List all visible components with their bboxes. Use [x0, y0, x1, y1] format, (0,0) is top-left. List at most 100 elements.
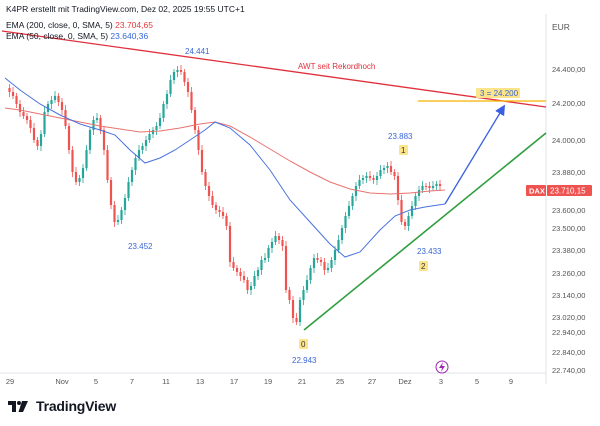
low-2-label: 23.433 [417, 247, 442, 256]
time-tick-label: 9 [509, 377, 513, 386]
candle [295, 313, 298, 325]
ema50-value: 23.640,36 [110, 31, 149, 41]
candle [176, 66, 179, 77]
candle [358, 175, 361, 189]
candle [15, 93, 18, 108]
candle [71, 146, 74, 177]
ema50-line [4, 77, 446, 258]
candle [179, 65, 183, 75]
price-tick-label: 23.140,00 [552, 291, 585, 300]
forecast-arrow [444, 104, 506, 205]
ema50-legend[interactable]: EMA (50, close, 0, SMA, 5) 23.640,36 [6, 31, 149, 41]
candle [330, 257, 333, 272]
time-axis[interactable]: 29 Nov 5 7 11 13 17 19 21 25 27 Dez 3 5 9 [6, 377, 513, 386]
support-line[interactable] [303, 132, 547, 331]
candles [8, 65, 442, 326]
candle [39, 130, 43, 151]
candle [393, 169, 396, 180]
time-tick-label: 25 [336, 377, 344, 386]
time-tick-label: 7 [130, 377, 134, 386]
price-tick-label: 23.020,00 [552, 313, 585, 322]
resistance-annotation: AWT seit Rekordhoch [298, 62, 375, 71]
candle [214, 202, 218, 214]
candle [123, 194, 127, 215]
candle [29, 116, 32, 133]
candle [379, 165, 382, 179]
time-tick-label: 5 [94, 377, 98, 386]
candle [424, 183, 428, 190]
candle [323, 258, 326, 275]
price-axis[interactable]: 24.400,00 24.200,00 24.000,00 23.880,00 23.6… [552, 65, 585, 375]
candle [319, 257, 323, 266]
time-tick-label: 19 [264, 377, 272, 386]
candle [165, 90, 169, 109]
wave-0-badge [299, 339, 308, 349]
candle [11, 87, 15, 99]
candle [386, 162, 389, 173]
time-tick-label: 3 [439, 377, 443, 386]
candle [253, 271, 256, 289]
candle [225, 213, 228, 230]
candle [400, 195, 403, 225]
candle [298, 297, 302, 326]
low-main-label: 22.943 [292, 356, 317, 365]
wave-0-label: 0 [301, 340, 306, 349]
time-tick-label: 5 [475, 377, 479, 386]
candle [438, 180, 442, 191]
last-price-tag: DAX 23.710,15 [526, 185, 592, 196]
candle [235, 265, 239, 276]
high-label: 24.441 [185, 47, 210, 56]
ema200-line [4, 107, 446, 195]
candle [141, 143, 144, 154]
candle [375, 172, 379, 185]
lightning-icon[interactable] [435, 360, 449, 374]
ema200-legend[interactable]: EMA (200, close, 0, SMA, 5) 23.704,65 [6, 20, 153, 30]
candle [74, 167, 78, 185]
price-tick-label: 24.200,00 [552, 99, 585, 108]
price-tick-label: 22.840,00 [552, 348, 585, 357]
candle [309, 265, 312, 284]
candle [78, 175, 81, 186]
candle [218, 206, 221, 217]
candle [36, 137, 39, 150]
candle [134, 154, 137, 175]
candle [421, 181, 424, 193]
candle [340, 225, 344, 244]
candle [291, 296, 295, 323]
time-tick-label: Dez [398, 377, 412, 386]
candle [88, 127, 92, 154]
wave-2-label: 2 [421, 262, 426, 271]
ema200-value: 23.704,65 [115, 20, 153, 30]
candle [95, 113, 99, 123]
candle [116, 215, 120, 225]
price-tick-label: 24.000,00 [552, 136, 585, 145]
candle [120, 207, 123, 224]
candle [326, 263, 330, 273]
candle [435, 181, 438, 190]
candle [305, 275, 309, 293]
candle [414, 193, 417, 210]
last-price-value: 23.710,15 [550, 187, 586, 196]
candle [183, 69, 186, 86]
low-nov-label: 23.452 [128, 242, 153, 251]
publisher-note: K4PR erstellt mit TradingView.com, Dez 0… [6, 4, 245, 14]
candle [333, 246, 337, 265]
candle [57, 93, 60, 106]
candle [211, 191, 214, 208]
candle [155, 122, 158, 135]
price-tick-label: 23.880,00 [552, 168, 585, 177]
candle [106, 145, 109, 183]
candle [109, 177, 113, 209]
target-annotation: 3 = 24.200 [480, 89, 519, 98]
time-tick-label: Nov [55, 377, 69, 386]
candle [407, 212, 410, 231]
candle [25, 113, 29, 124]
candle [372, 175, 375, 184]
resistance-line[interactable] [1, 30, 547, 108]
candle [18, 100, 22, 117]
candle [113, 201, 116, 227]
candle [284, 241, 288, 293]
tradingview-logo[interactable]: TradingView [8, 398, 116, 414]
price-tick-label: 22.940,00 [552, 328, 585, 337]
